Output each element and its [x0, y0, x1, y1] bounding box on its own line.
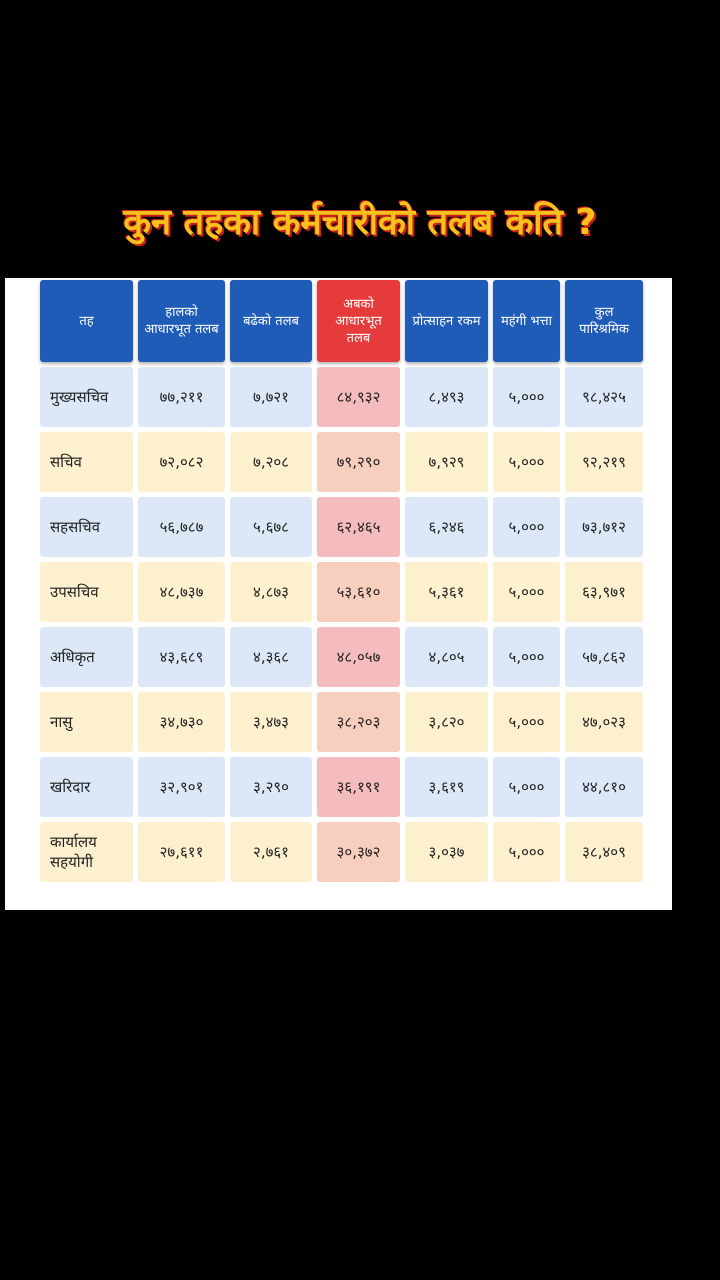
table: तह हालको आधारभूत तलब बढेको तलब अबको आधारभूत… — [40, 280, 643, 882]
row-label: खरिदार — [40, 757, 133, 817]
table-cell: ३४,७३० — [138, 692, 225, 752]
table-cell: ५६,७८७ — [138, 497, 225, 557]
table-cell: ३६,१९१ — [317, 757, 400, 817]
column-header: अबको आधारभूत तलब — [317, 280, 400, 362]
table-cell: ७२,०८२ — [138, 432, 225, 492]
table-cell: ७,७२१ — [230, 367, 312, 427]
table-cell: ४३,६८९ — [138, 627, 225, 687]
table-cell: ५,३६१ — [405, 562, 488, 622]
table-cell: ३,६१९ — [405, 757, 488, 817]
column-header: प्रोत्साहन रकम — [405, 280, 488, 362]
table-cell: ५३,६१० — [317, 562, 400, 622]
table-cell: ५,००० — [493, 627, 560, 687]
table-cell: ५,००० — [493, 432, 560, 492]
table-cell: ६२,४६५ — [317, 497, 400, 557]
column-header: हालको आधारभूत तलब — [138, 280, 225, 362]
table-cell: ५,००० — [493, 822, 560, 882]
table-cell: ५,००० — [493, 692, 560, 752]
table-cell: ५,००० — [493, 497, 560, 557]
table-cell: ५,६७८ — [230, 497, 312, 557]
table-cell: ३०,३७२ — [317, 822, 400, 882]
table-cell: ४,८०५ — [405, 627, 488, 687]
table-cell: ६,२४६ — [405, 497, 488, 557]
table-cell: ४,३६८ — [230, 627, 312, 687]
table-cell: ३,८२० — [405, 692, 488, 752]
table-cell: ४८,०५७ — [317, 627, 400, 687]
table-cell: ३२,९०१ — [138, 757, 225, 817]
table-cell: ३,०३७ — [405, 822, 488, 882]
table-cell: ३८,२०३ — [317, 692, 400, 752]
table-cell: ५,००० — [493, 367, 560, 427]
table-cell: ४८,७३७ — [138, 562, 225, 622]
table-cell: २७,६११ — [138, 822, 225, 882]
table-cell: ८,४९३ — [405, 367, 488, 427]
column-header: बढेको तलब — [230, 280, 312, 362]
table-cell: ९२,२१९ — [565, 432, 643, 492]
row-label: मुख्यसचिव — [40, 367, 133, 427]
column-header: कुल पारिश्रमिक — [565, 280, 643, 362]
table-cell: ५,००० — [493, 562, 560, 622]
table-panel: तह हालको आधारभूत तलब बढेको तलब अबको आधारभूत… — [5, 278, 672, 910]
row-label: उपसचिव — [40, 562, 133, 622]
table-cell: ७३,७१२ — [565, 497, 643, 557]
table-cell: ३८,४०९ — [565, 822, 643, 882]
table-cell: ४७,०२३ — [565, 692, 643, 752]
table-cell: ४,८७३ — [230, 562, 312, 622]
table-cell: ३,२९० — [230, 757, 312, 817]
table-cell: ३,४७३ — [230, 692, 312, 752]
column-header: महंगी भत्ता — [493, 280, 560, 362]
table-cell: ५,००० — [493, 757, 560, 817]
column-header: तह — [40, 280, 133, 362]
row-label: सचिव — [40, 432, 133, 492]
row-label: कार्यालय सहयोगी — [40, 822, 133, 882]
table-cell: ७,२०८ — [230, 432, 312, 492]
table-cell: ४४,८१० — [565, 757, 643, 817]
table-cell: २,७६१ — [230, 822, 312, 882]
table-cell: ८४,९३२ — [317, 367, 400, 427]
table-cell: ७७,२११ — [138, 367, 225, 427]
table-cell: ९८,४२५ — [565, 367, 643, 427]
table-cell: ७,९२९ — [405, 432, 488, 492]
row-label: सहसचिव — [40, 497, 133, 557]
table-cell: ७९,२९० — [317, 432, 400, 492]
row-label: अधिकृत — [40, 627, 133, 687]
table-cell: ६३,९७१ — [565, 562, 643, 622]
table-cell: ५७,८६२ — [565, 627, 643, 687]
row-label: नासु — [40, 692, 133, 752]
title: कुन तहका कर्मचारीको तलब कति ? — [123, 202, 597, 243]
